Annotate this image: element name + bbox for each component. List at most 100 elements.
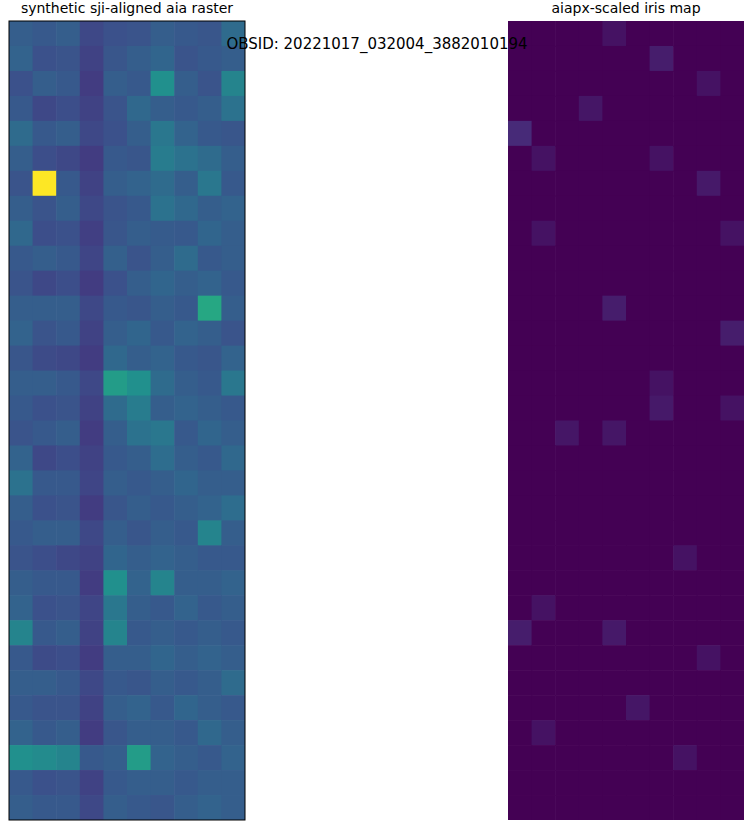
heatmap-cell xyxy=(579,495,603,521)
heatmap-cell xyxy=(174,495,198,521)
heatmap-cell xyxy=(151,620,175,646)
heatmap-cell xyxy=(56,221,80,247)
heatmap-cell xyxy=(9,96,33,122)
heatmap-cell xyxy=(697,570,721,596)
heatmap-cell xyxy=(9,720,33,746)
heatmap-cell xyxy=(697,520,721,546)
heatmap-cell xyxy=(720,396,744,422)
heatmap-cell xyxy=(697,645,721,671)
heatmap-cell xyxy=(508,670,532,696)
heatmap-cell xyxy=(697,720,721,746)
heatmap-cell xyxy=(56,21,80,47)
heatmap-cell xyxy=(127,570,151,596)
heatmap-cell xyxy=(198,745,222,771)
heatmap-cell xyxy=(555,121,579,147)
heatmap-cell xyxy=(103,46,127,72)
heatmap-cell xyxy=(221,71,245,97)
heatmap-cell xyxy=(555,296,579,322)
heatmap-cell xyxy=(151,470,175,496)
heatmap-cell xyxy=(198,595,222,621)
heatmap-cell xyxy=(508,695,532,721)
heatmap-cell xyxy=(650,545,674,571)
heatmap-cell xyxy=(33,470,57,496)
heatmap-cell xyxy=(103,470,127,496)
heatmap-cell xyxy=(650,770,674,796)
heatmap-cell xyxy=(198,371,222,397)
heatmap-cell xyxy=(650,221,674,247)
heatmap-cell xyxy=(508,296,532,322)
heatmap-cell xyxy=(626,670,650,696)
heatmap-cell xyxy=(56,271,80,297)
heatmap-cell xyxy=(602,21,626,47)
heatmap-cell xyxy=(626,46,650,72)
heatmap-cell xyxy=(555,445,579,471)
heatmap-cell xyxy=(508,720,532,746)
heatmap-cell xyxy=(508,271,532,297)
heatmap-cell xyxy=(33,96,57,122)
heatmap-cell xyxy=(673,196,697,222)
heatmap-cell xyxy=(151,121,175,147)
heatmap-cell xyxy=(56,246,80,272)
heatmap-cell xyxy=(9,745,33,771)
heatmap-cell xyxy=(720,196,744,222)
heatmap-cell xyxy=(151,595,175,621)
heatmap-cell xyxy=(673,670,697,696)
heatmap-cell xyxy=(626,620,650,646)
heatmap-cell xyxy=(33,346,57,372)
heatmap-cell xyxy=(697,346,721,372)
heatmap-cell xyxy=(80,520,104,546)
heatmap-cell xyxy=(221,346,245,372)
heatmap-cell xyxy=(626,296,650,322)
heatmap-cell xyxy=(697,21,721,47)
heatmap-cell xyxy=(508,246,532,272)
heatmap-cell xyxy=(9,121,33,147)
heatmap-cell xyxy=(602,196,626,222)
heatmap-cell xyxy=(579,96,603,122)
heatmap-cell xyxy=(555,795,579,820)
heatmap-cell xyxy=(626,695,650,721)
heatmap-cell xyxy=(174,196,198,222)
heatmap-cell xyxy=(174,795,198,820)
heatmap-cell xyxy=(555,645,579,671)
heatmap-cell xyxy=(508,620,532,646)
heatmap-cell xyxy=(720,795,744,820)
heatmap-cell xyxy=(720,520,744,546)
heatmap-cell xyxy=(221,470,245,496)
heatmap-cell xyxy=(198,795,222,820)
heatmap-cell xyxy=(33,146,57,172)
heatmap-cell xyxy=(626,371,650,397)
heatmap-cell xyxy=(174,246,198,272)
heatmap-cell xyxy=(555,421,579,447)
heatmap-cell xyxy=(80,271,104,297)
heatmap-cell xyxy=(626,470,650,496)
heatmap-cell xyxy=(221,396,245,422)
heatmap-cell xyxy=(720,321,744,347)
heatmap-cell xyxy=(33,421,57,447)
figure: synthetic sji-aligned aia rasteraiapx-sc… xyxy=(0,0,745,825)
heatmap-cell xyxy=(221,545,245,571)
heatmap-cell xyxy=(151,570,175,596)
heatmap-cell xyxy=(127,71,151,97)
heatmap-cell xyxy=(198,620,222,646)
heatmap-cell xyxy=(697,670,721,696)
heatmap-cell xyxy=(174,695,198,721)
heatmap-cell xyxy=(103,570,127,596)
heatmap-cell xyxy=(221,96,245,122)
heatmap-cell xyxy=(151,670,175,696)
heatmap-cell xyxy=(198,645,222,671)
heatmap-cell xyxy=(720,271,744,297)
heatmap-cell xyxy=(56,346,80,372)
heatmap-cell xyxy=(198,21,222,47)
heatmap-cell xyxy=(151,321,175,347)
heatmap-cell xyxy=(650,570,674,596)
heatmap-cell xyxy=(508,445,532,471)
heatmap-cell xyxy=(555,96,579,122)
heatmap-cell xyxy=(673,296,697,322)
heatmap-cell xyxy=(103,221,127,247)
heatmap-cell xyxy=(9,71,33,97)
heatmap-cell xyxy=(697,71,721,97)
heatmap-cell xyxy=(720,620,744,646)
heatmap-cell xyxy=(221,620,245,646)
heatmap-cell xyxy=(9,695,33,721)
heatmap-cell xyxy=(508,495,532,521)
